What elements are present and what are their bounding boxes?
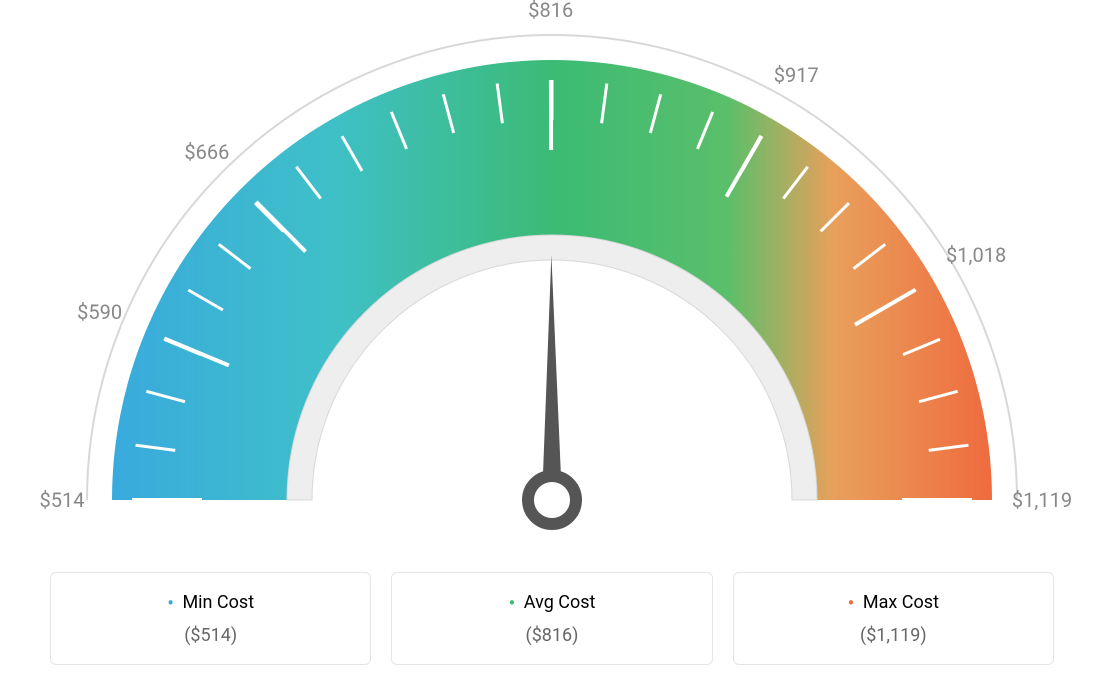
tick-label: $666 [184, 140, 229, 164]
legend-min-value: ($514) [61, 625, 360, 646]
dot-icon: • [509, 591, 516, 615]
tick-label: $514 [40, 488, 85, 512]
cost-gauge-chart: $514 $590 $666 $816 $917 $1,018 $1,119 • Min C… [0, 0, 1104, 690]
gauge-area: $514 $590 $666 $816 $917 $1,018 $1,119 [0, 0, 1104, 550]
dot-icon: • [167, 591, 174, 615]
tick-label: $1,018 [946, 243, 1006, 267]
gauge-svg [0, 0, 1104, 560]
legend-min: • Min Cost ($514) [50, 572, 371, 665]
legend-avg-value: ($816) [402, 625, 701, 646]
dot-icon: • [848, 591, 855, 615]
tick-label: $1,119 [1012, 488, 1072, 512]
legend-min-label: Min Cost [182, 592, 254, 613]
legend-avg: • Avg Cost ($816) [391, 572, 712, 665]
legend-max-title: • Max Cost [744, 591, 1043, 615]
tick-label: $590 [77, 300, 122, 324]
legend-max: • Max Cost ($1,119) [733, 572, 1054, 665]
legend-avg-title: • Avg Cost [402, 591, 701, 615]
tick-label: $917 [774, 63, 819, 87]
legend-max-value: ($1,119) [744, 625, 1043, 646]
legend-row: • Min Cost ($514) • Avg Cost ($816) • Ma… [50, 572, 1054, 665]
legend-avg-label: Avg Cost [524, 592, 596, 613]
tick-label: $816 [528, 0, 573, 22]
legend-max-label: Max Cost [863, 592, 939, 613]
legend-min-title: • Min Cost [61, 591, 360, 615]
